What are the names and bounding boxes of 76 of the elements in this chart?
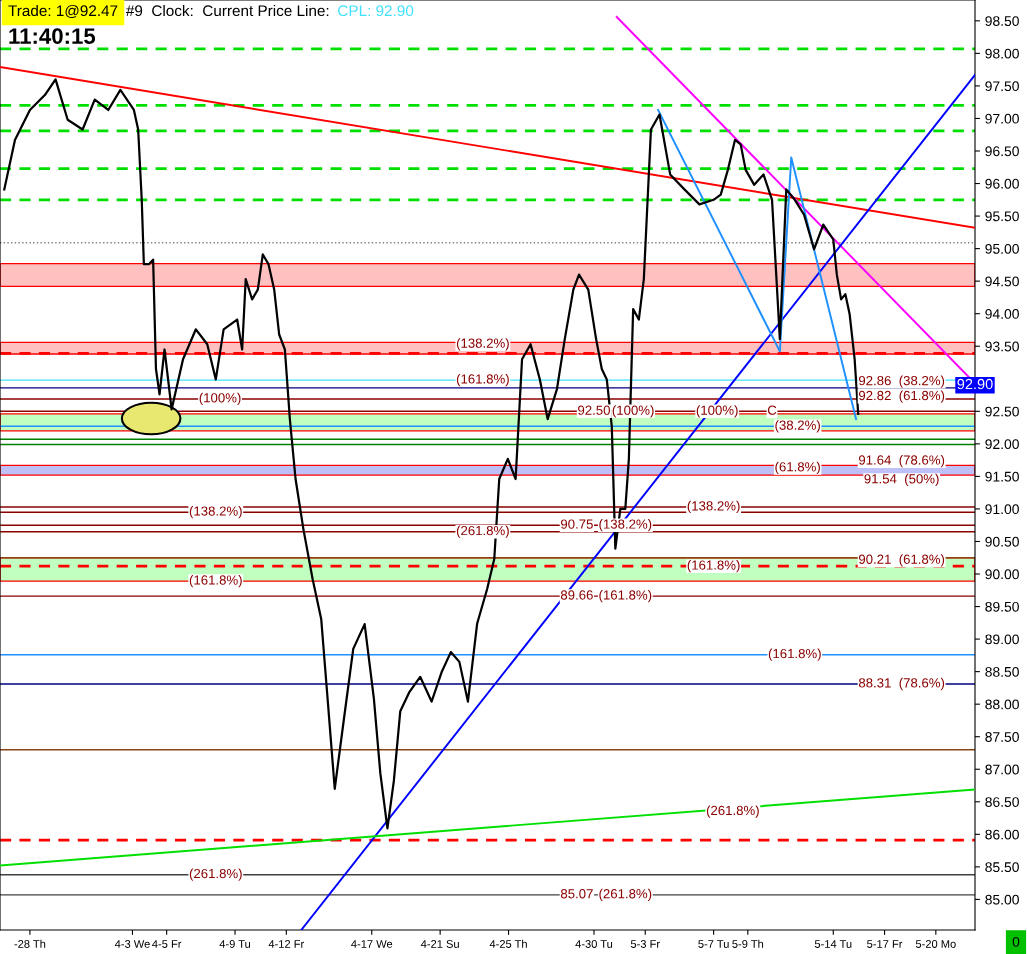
- text: 0: [1012, 936, 1020, 947]
- annotation: (138.2%): [456, 338, 509, 351]
- y-tick-label: 91.50: [985, 471, 1019, 482]
- annotation: (38.2%): [775, 420, 820, 433]
- y-tick-label: 95.00: [985, 243, 1019, 254]
- y-tick-label: 89.50: [985, 601, 1019, 612]
- y-tick-label: 90.00: [985, 569, 1019, 580]
- annotation: 89.66: [560, 590, 593, 600]
- annotation: (161.8%): [599, 589, 652, 603]
- y-tick-label: 96.00: [985, 178, 1019, 189]
- x-tick-label: 5-14 Tu: [814, 940, 852, 948]
- x-tick-label: 4-25 Th: [489, 939, 527, 948]
- annotation: 91.64 (78.6%): [858, 454, 945, 468]
- x-tick-label: 4-21 Su: [420, 940, 459, 948]
- x-tick-label: -28 Th: [14, 939, 46, 948]
- y-tick-label: 95.50: [985, 211, 1019, 222]
- y-tick-label: 85.50: [985, 862, 1019, 873]
- annotation: (161.8%): [456, 373, 509, 387]
- x-tick-label: 5-9 Th: [732, 939, 764, 948]
- y-tick-label: 98.50: [985, 16, 1019, 26]
- x-tick-label: 5-7 Tu: [698, 940, 729, 948]
- y-tick-label: 94.50: [985, 276, 1019, 287]
- y-tick-label: 91.00: [985, 504, 1019, 515]
- y-tick-label: 97.00: [985, 113, 1019, 124]
- x-tick-label: 4-30 Tu: [575, 940, 613, 948]
- annotation: 92.50: [578, 405, 610, 415]
- y-tick-label: 87.50: [985, 732, 1019, 742]
- annotation: 92.82 (61.8%): [858, 390, 945, 403]
- y-tick-label: 93.50: [985, 341, 1019, 352]
- annotation: (100%): [696, 405, 738, 418]
- annotation: 90.21 (61.8%): [858, 554, 945, 567]
- y-tick-label: 96.50: [985, 146, 1019, 157]
- annotation: (261.8%): [189, 868, 242, 881]
- y-tick-label: 85.00: [985, 894, 1019, 905]
- y-tick-label: 92.50: [985, 406, 1019, 417]
- annotation: (138.2%): [599, 519, 652, 532]
- y-tick-label: 98.00: [985, 48, 1019, 59]
- y-tick-label: 97.50: [985, 81, 1019, 92]
- annotation: #9 Clock: Current Price Line:: [125, 4, 329, 17]
- annotation: CPL: 92.90: [338, 5, 414, 17]
- x-tick-label: 5-17 Fr: [867, 940, 903, 948]
- annotation: (100%): [612, 405, 654, 418]
- x-tick-label: 5-3 Fr: [630, 940, 660, 948]
- annotation: 11:40:15: [9, 28, 96, 44]
- y-tick-label: 87.00: [985, 764, 1019, 775]
- y-tick-label: 88.00: [985, 699, 1019, 710]
- y-tick-label: 92.00: [985, 439, 1019, 450]
- annotation: (61.8%): [775, 461, 820, 475]
- annotation: (261.8%): [706, 805, 759, 818]
- annotation: (161.8%): [687, 560, 740, 573]
- annotation: (138.2%): [687, 500, 740, 514]
- annotation: (261.8%): [456, 525, 509, 538]
- y-tick-label: 94.00: [985, 309, 1019, 319]
- y-tick-label: 86.00: [985, 829, 1019, 840]
- y-tick-label: 88.50: [985, 666, 1019, 677]
- annotation: 88.31 (78.6%): [858, 677, 945, 691]
- annotation: (161.8%): [189, 575, 242, 588]
- annotation: (161.8%): [768, 648, 821, 661]
- x-tick-label: 4-12 Fr: [268, 940, 305, 948]
- y-tick-label: 86.50: [985, 797, 1019, 807]
- y-tick-label: 89.00: [985, 634, 1019, 645]
- x-tick-label: 5-20 Mo: [915, 940, 956, 948]
- x-tick-label: 4-3 We: [114, 940, 150, 948]
- x-tick-label: 4-9 Tu: [219, 940, 251, 948]
- annotation: (261.8%): [599, 888, 652, 901]
- annotation: 90.75: [560, 519, 593, 529]
- annotation: (100%): [199, 392, 241, 406]
- annotation: 85.07: [560, 889, 593, 899]
- annotation: 92.86 (38.2%): [858, 375, 945, 388]
- annotation: C: [767, 405, 777, 415]
- x-tick-label: 4-17 We: [351, 940, 393, 948]
- annotation: Trade: 1@92.47: [8, 4, 118, 19]
- x-tick-label: 4-5 Fr: [152, 940, 182, 948]
- y-tick-label: 90.50: [985, 536, 1019, 547]
- annotation: (138.2%): [189, 506, 242, 519]
- annotation: 91.54 (50%): [864, 473, 939, 487]
